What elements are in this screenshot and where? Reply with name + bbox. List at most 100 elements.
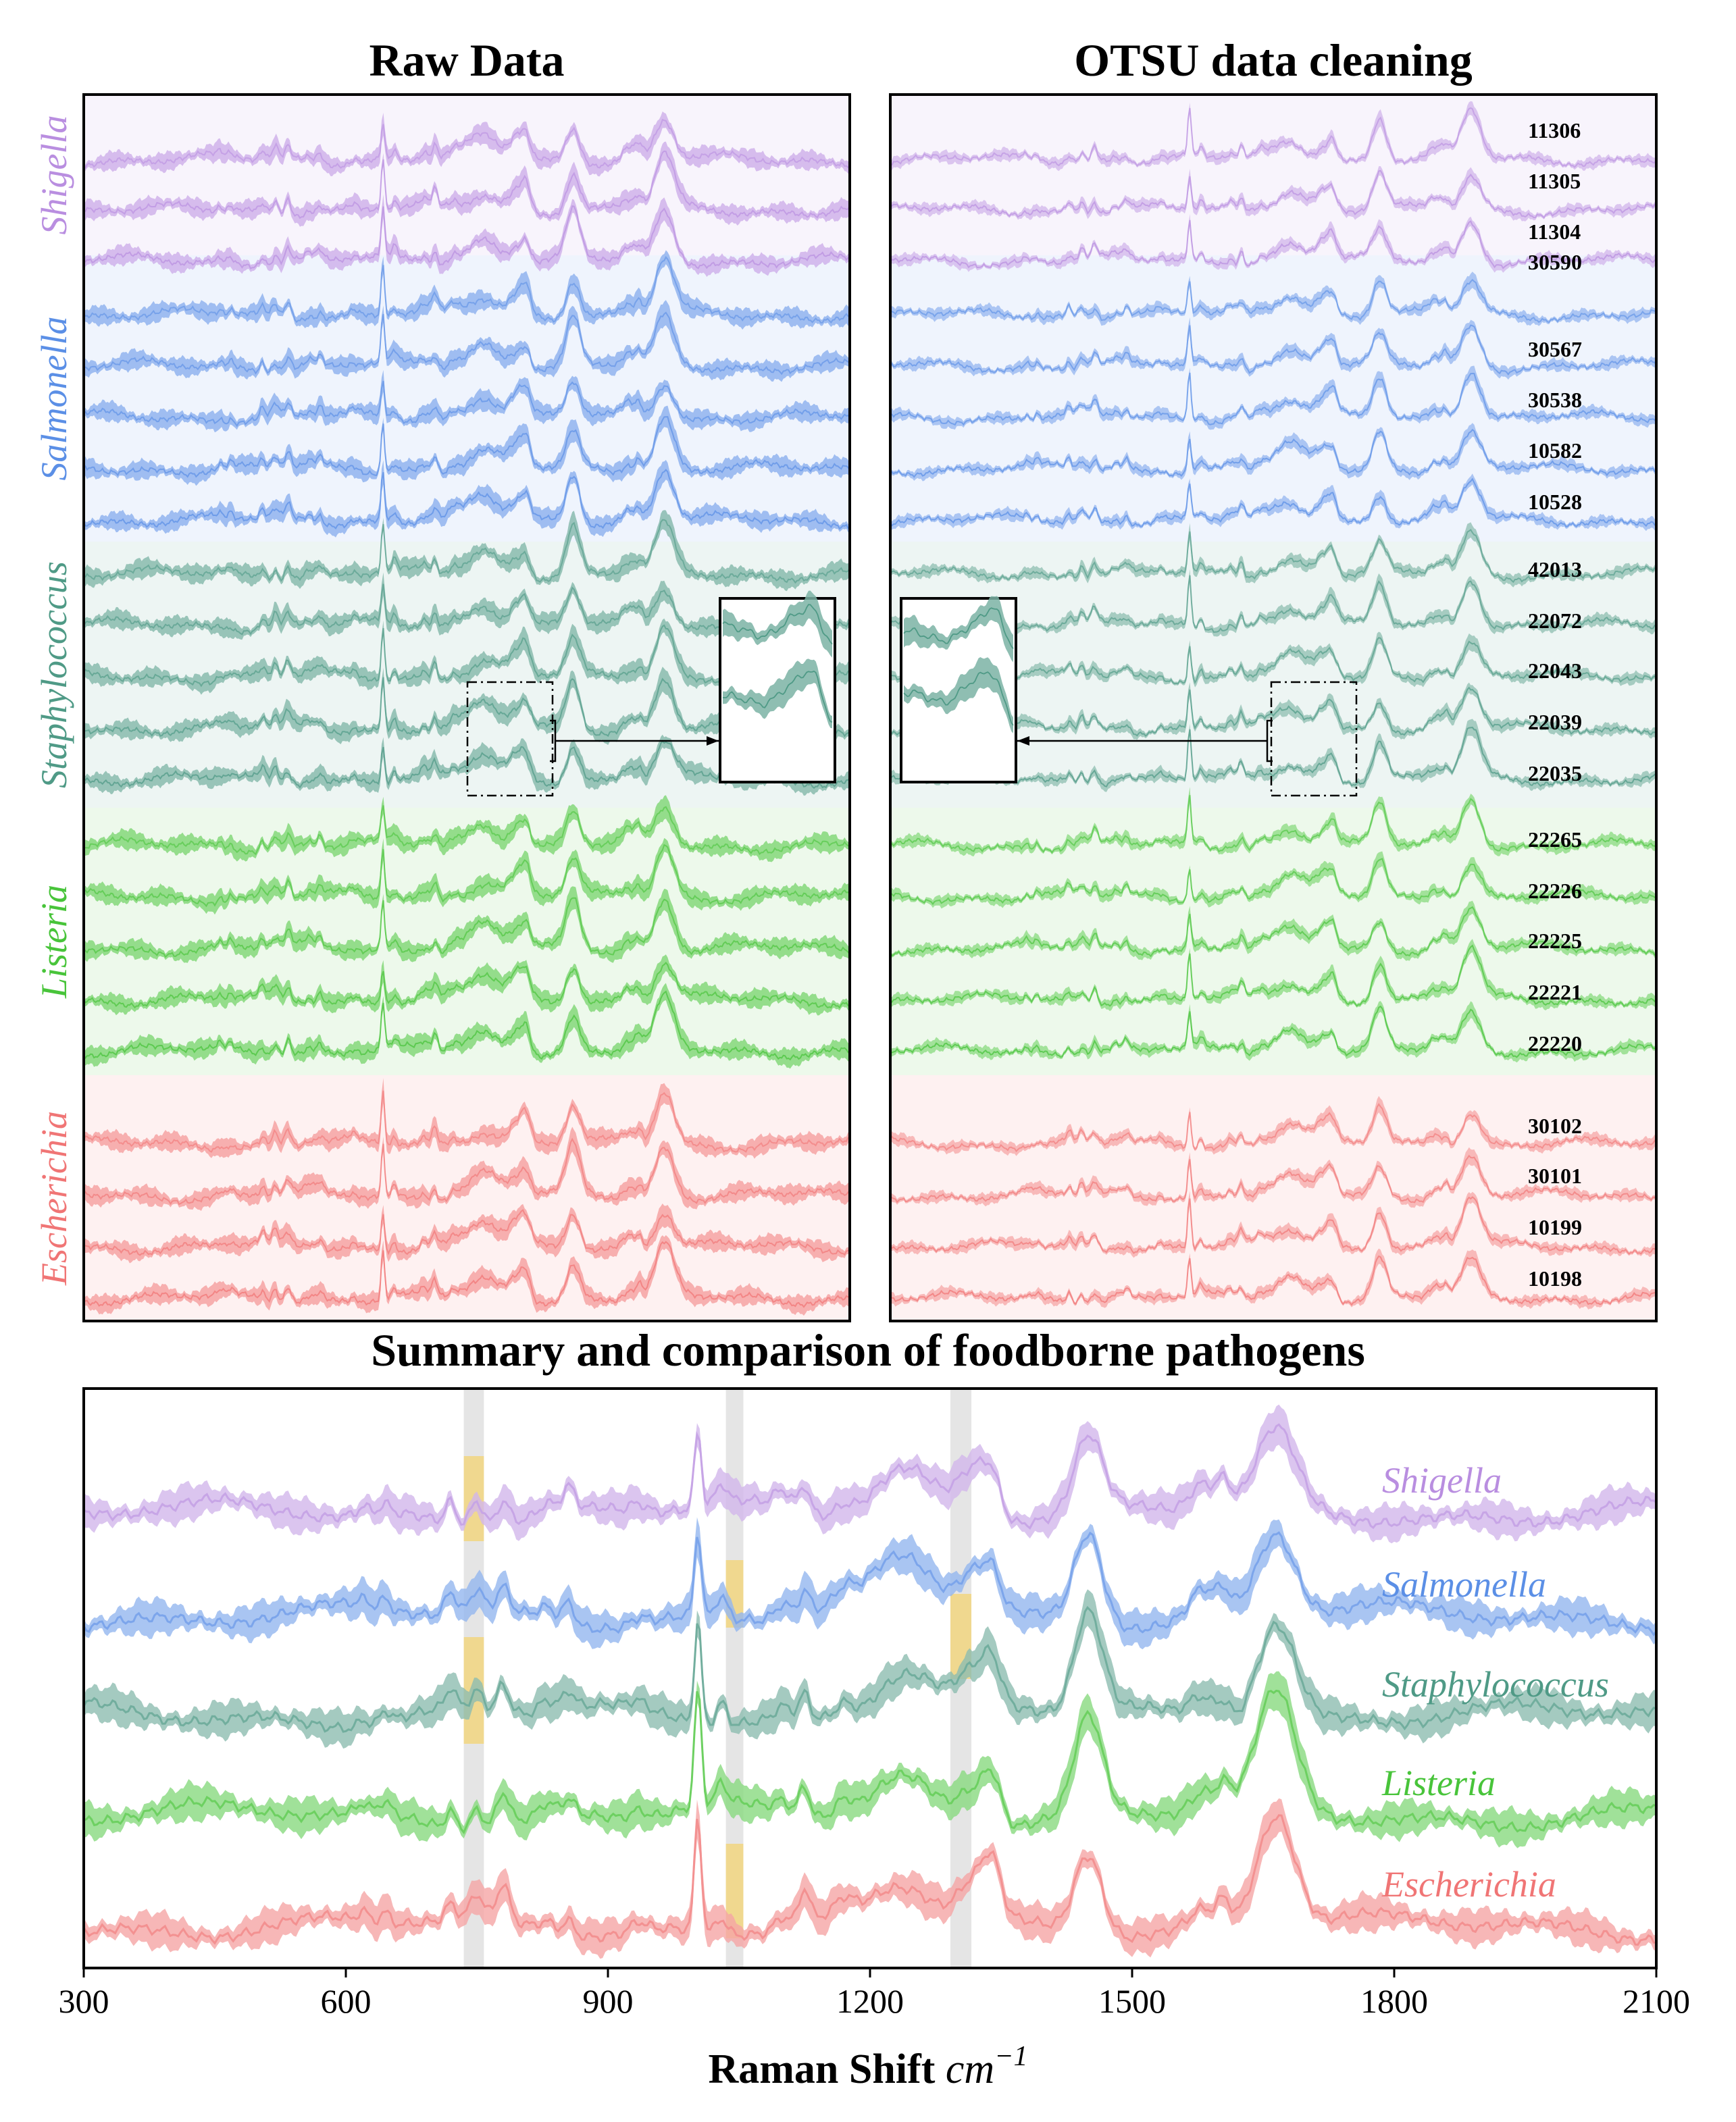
raw-genus-labels: Shigella Salmonella Staphylococcus Listeria… xyxy=(34,115,74,1286)
spectrum-band-30590 xyxy=(890,271,1656,326)
spectrum-mean-10199 xyxy=(84,1209,850,1256)
spectrum-mean-30538 xyxy=(890,372,1656,426)
x-axis: 300 600 900 1200 1500 1800 2100 xyxy=(59,1968,1690,2020)
strain-label-22265: 22265 xyxy=(1528,827,1582,852)
spectrum-mean-10528 xyxy=(84,469,850,530)
spectrum-mean-22265 xyxy=(890,795,1656,854)
strain-label-22035: 22035 xyxy=(1528,761,1582,785)
strain-label-11305: 11305 xyxy=(1528,169,1581,193)
spectrum-mean-10528 xyxy=(890,477,1656,528)
spectrum-mean-11306 xyxy=(890,107,1656,168)
strain-label-10528: 10528 xyxy=(1528,490,1582,514)
zoom-bracket xyxy=(1266,719,1273,762)
spectrum-mean-22225 xyxy=(84,897,850,958)
spectrum-mean-42013 xyxy=(890,529,1656,584)
strain-label-30567: 30567 xyxy=(1528,337,1582,361)
spectrum-band-22043 xyxy=(890,631,1656,690)
spectrum-band-22221 xyxy=(84,954,850,1016)
spectrum-band-11306 xyxy=(84,111,850,177)
clean-panel-frame xyxy=(889,93,1658,1322)
strain-label-22072: 22072 xyxy=(1528,609,1582,633)
zoom-arrowhead xyxy=(707,736,719,746)
spectrum-mean-22221 xyxy=(84,961,850,1009)
series-label-listeria: Listeria xyxy=(1381,1763,1496,1803)
clean-spectra xyxy=(890,101,1656,1310)
summary-panel-title: Summary and comparison of foodborne path… xyxy=(371,1324,1365,1376)
inset-spectrum-mean xyxy=(722,670,833,723)
strain-label-22225: 22225 xyxy=(1528,929,1582,953)
spectrum-band-22220 xyxy=(890,1001,1656,1063)
spectrum-band-22265 xyxy=(890,787,1656,856)
genus-label-staphylococcus: Staphylococcus xyxy=(34,561,74,788)
strain-label-22043: 22043 xyxy=(1528,658,1582,683)
x-tick-label-1500: 1500 xyxy=(1098,1982,1166,2020)
inset-spectrum-band xyxy=(904,657,1013,733)
spectrum-band-22265 xyxy=(84,795,850,862)
spectrum-mean-22265 xyxy=(84,805,850,856)
series-label-shigella: Shigella xyxy=(1382,1460,1502,1501)
spectrum-mean-22221 xyxy=(890,944,1656,1008)
summary-spectra xyxy=(84,1404,1656,1959)
spectrum-band-22039 xyxy=(84,667,850,746)
inset-spectrum-band xyxy=(723,590,832,658)
summary-mean-escherichia xyxy=(84,1814,1656,1946)
spectrum-mean-42013 xyxy=(84,519,850,584)
spectrum-band-11304 xyxy=(890,214,1656,273)
clean-zoom-inset xyxy=(900,596,1358,797)
raw-spectra xyxy=(84,111,850,1316)
spectrum-mean-10582 xyxy=(84,416,850,478)
spectrum-mean-30567 xyxy=(84,311,850,376)
zoom-arrowhead xyxy=(1017,736,1029,746)
zoom-bracket xyxy=(550,719,557,762)
spectrum-mean-30590 xyxy=(84,255,850,324)
spectrum-band-22072 xyxy=(84,572,850,641)
strain-label-30590: 30590 xyxy=(1528,250,1582,274)
x-tick-label-1200: 1200 xyxy=(836,1982,904,2020)
spectrum-mean-22226 xyxy=(84,844,850,908)
strain-label-42013: 42013 xyxy=(1528,557,1582,581)
raw-panel-frame xyxy=(82,93,851,1322)
strain-label-10198: 10198 xyxy=(1528,1266,1582,1291)
spectrum-mean-22072 xyxy=(890,575,1656,633)
spectrum-mean-22220 xyxy=(84,990,850,1061)
spectrum-band-30538 xyxy=(84,369,850,433)
strain-label-22226: 22226 xyxy=(1528,879,1582,903)
x-tick-label-600: 600 xyxy=(321,1982,372,2020)
genus-band-shigella xyxy=(84,95,850,255)
spectrum-mean-22225 xyxy=(890,906,1656,958)
spectrum-band-22225 xyxy=(84,886,850,963)
spectrum-mean-30102 xyxy=(84,1090,850,1153)
strain-labels: 11306 11305 11304 30590 30567 30538 10582 10528… xyxy=(1528,118,1582,1291)
spectrum-mean-10198 xyxy=(890,1255,1656,1306)
raw-data-panel: Shigella Salmonella Staphylococcus Listeria… xyxy=(34,93,851,1322)
strain-label-22039: 22039 xyxy=(1528,710,1582,734)
x-tick-label-900: 900 xyxy=(583,1982,634,2020)
inset-spectrum-mean xyxy=(903,607,1014,649)
spectrum-band-30101 xyxy=(84,1127,850,1211)
zoom-region-box xyxy=(1270,681,1358,797)
spectrum-mean-22226 xyxy=(890,858,1656,906)
spectrum-mean-30101 xyxy=(84,1137,850,1206)
spectrum-mean-30101 xyxy=(890,1154,1656,1204)
spectrum-band-11305 xyxy=(84,141,850,227)
summary-mean-shigella xyxy=(84,1423,1656,1530)
summary-mean-staphylococcus xyxy=(84,1605,1656,1733)
summary-band-listeria xyxy=(84,1671,1656,1848)
inset-spectrum-mean xyxy=(903,671,1014,726)
summary-mean-salmonella xyxy=(84,1531,1656,1636)
genus-label-escherichia: Escherichia xyxy=(34,1111,74,1286)
raw-zoom-inset xyxy=(466,590,836,797)
strain-label-11304: 11304 xyxy=(1528,219,1581,244)
spectrum-mean-22220 xyxy=(890,1005,1656,1058)
raw-panel-title: Raw Data xyxy=(369,34,565,86)
spectrum-mean-11305 xyxy=(84,150,850,219)
inset-spectrum-band xyxy=(904,596,1013,663)
strain-label-30101: 30101 xyxy=(1528,1164,1582,1188)
strain-label-22220: 22220 xyxy=(1528,1031,1582,1056)
spectrum-mean-30567 xyxy=(890,324,1656,376)
summary-panel: Shigella Salmonella Staphylococcus Listeria… xyxy=(59,1387,1690,2092)
genus-label-listeria: Listeria xyxy=(34,885,74,999)
genus-label-salmonella: Salmonella xyxy=(34,317,74,481)
x-tick-label-2100: 2100 xyxy=(1623,1982,1690,2020)
